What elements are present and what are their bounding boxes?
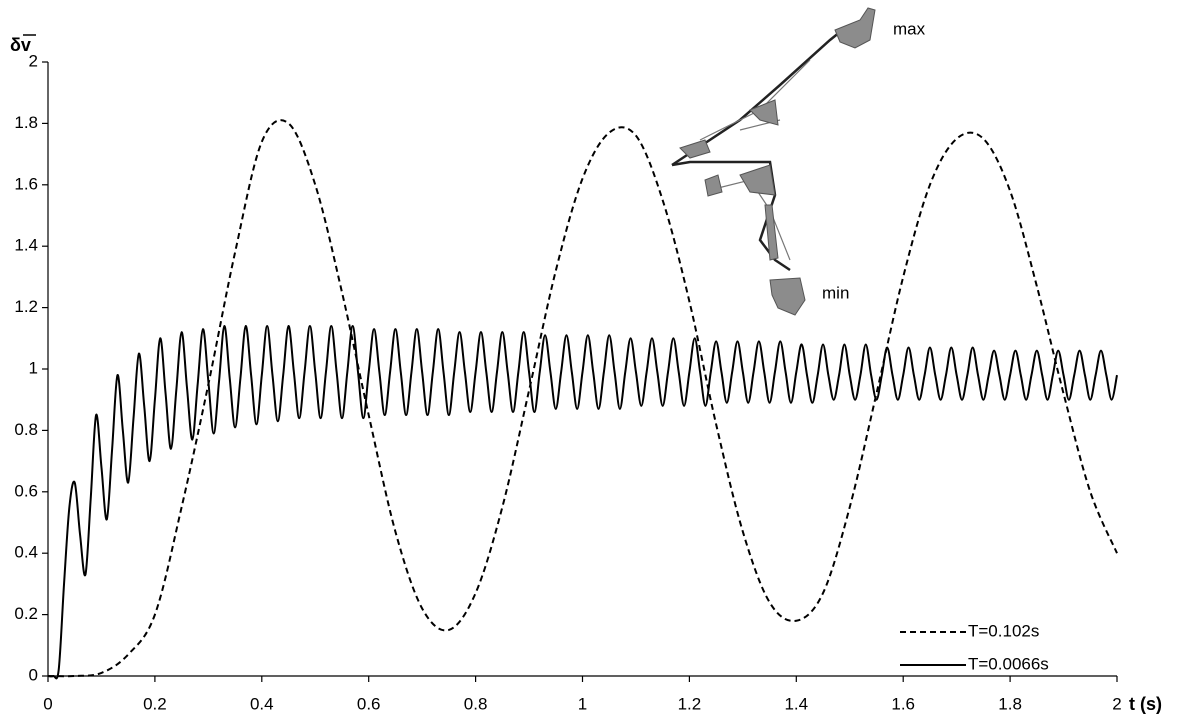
y-tick-label: 1.8 xyxy=(14,113,38,132)
y-tick-label: 0.2 xyxy=(14,604,38,623)
x-axis-label: t (s) xyxy=(1129,694,1162,714)
annotation: max xyxy=(893,19,926,38)
y-tick-label: 1.2 xyxy=(14,297,38,316)
x-tick-label: 0.6 xyxy=(357,694,381,713)
annotation: min xyxy=(822,283,849,302)
x-tick-label: 1.8 xyxy=(998,694,1022,713)
y-tick-label: 2 xyxy=(29,51,38,70)
x-tick-label: 0.8 xyxy=(464,694,488,713)
x-tick-label: 0.4 xyxy=(250,694,274,713)
series-line xyxy=(48,120,1117,676)
y-tick-label: 1.6 xyxy=(14,174,38,193)
series-line xyxy=(48,326,1117,678)
y-tick-label: 0.8 xyxy=(14,420,38,439)
x-tick-label: 1.4 xyxy=(784,694,808,713)
x-tick-label: 1.2 xyxy=(678,694,702,713)
x-tick-label: 1 xyxy=(578,694,587,713)
y-tick-label: 1.4 xyxy=(14,236,38,255)
y-tick-label: 0.6 xyxy=(14,481,38,500)
x-tick-label: 1.6 xyxy=(891,694,915,713)
x-tick-label: 2 xyxy=(1112,694,1121,713)
x-tick-label: 0.2 xyxy=(143,694,167,713)
y-tick-label: 0 xyxy=(29,665,38,684)
excavator-illustration xyxy=(672,8,875,315)
y-tick-label: 1 xyxy=(29,358,38,377)
chart: max min δv t (s) 00.20.40.60.811.21.41.6… xyxy=(0,0,1185,720)
legend-label: T=0.0066s xyxy=(968,654,1049,673)
y-tick-label: 0.4 xyxy=(14,543,38,562)
legend-label: T=0.102s xyxy=(968,621,1039,640)
x-tick-label: 0 xyxy=(43,694,52,713)
